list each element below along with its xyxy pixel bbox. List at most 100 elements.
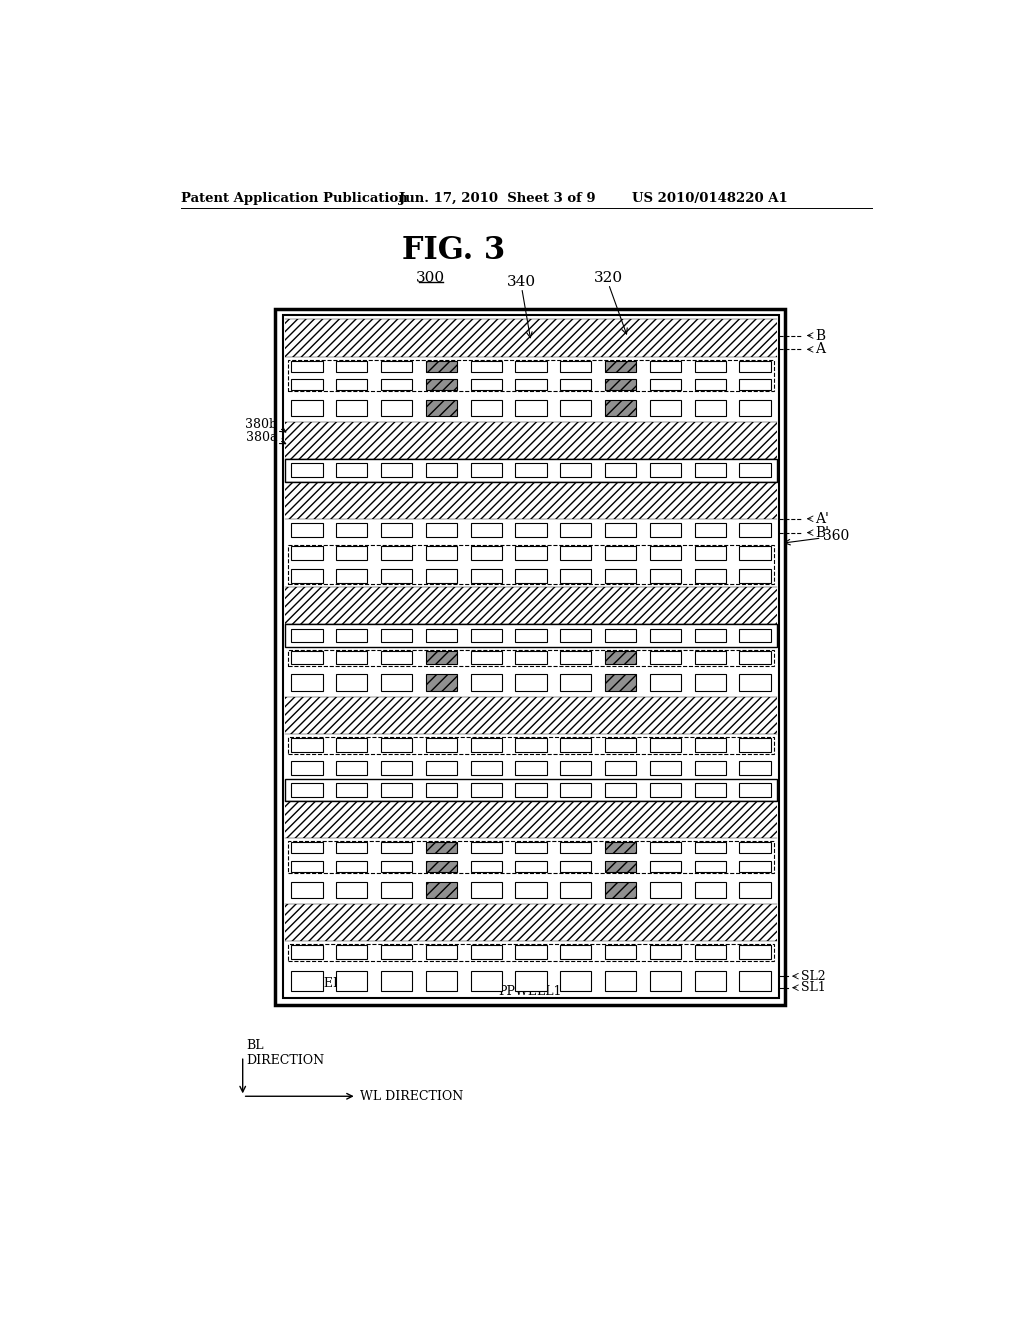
Bar (560, 882, 592, 898)
Bar (291, 569, 323, 582)
Bar (739, 379, 771, 391)
Bar (291, 945, 323, 960)
Bar (336, 360, 368, 372)
Bar (560, 523, 592, 537)
Bar (285, 358, 777, 395)
Bar (515, 360, 547, 372)
Bar (650, 861, 681, 873)
Bar (285, 734, 777, 756)
Bar (381, 628, 413, 642)
Text: SL1: SL1 (801, 981, 825, 994)
Bar (336, 738, 368, 752)
Bar (381, 523, 413, 537)
Bar (560, 400, 592, 416)
Bar (426, 546, 457, 560)
Text: 380b: 380b (246, 417, 278, 430)
Bar (381, 546, 413, 560)
Bar (605, 546, 636, 560)
Bar (650, 675, 681, 692)
Bar (470, 945, 502, 960)
Bar (560, 546, 592, 560)
Text: B': B' (815, 525, 829, 540)
Bar (605, 762, 636, 775)
Bar (650, 762, 681, 775)
Bar (650, 569, 681, 582)
Bar (291, 651, 323, 664)
Bar (694, 784, 726, 797)
Bar (650, 523, 681, 537)
Bar (650, 945, 681, 960)
Bar (515, 569, 547, 582)
Bar (426, 970, 457, 991)
Bar (426, 628, 457, 642)
Bar (426, 379, 457, 391)
Bar (381, 379, 413, 391)
Bar (739, 675, 771, 692)
Bar (515, 523, 547, 537)
Bar (560, 463, 592, 478)
Bar (285, 779, 777, 801)
Bar (739, 400, 771, 416)
Bar (285, 624, 777, 647)
Bar (739, 861, 771, 873)
Bar (739, 945, 771, 960)
Text: 380a: 380a (246, 430, 278, 444)
Bar (470, 970, 502, 991)
Bar (605, 675, 636, 692)
Bar (426, 675, 457, 692)
Bar (694, 569, 726, 582)
Text: A: A (815, 342, 825, 356)
Bar (694, 861, 726, 873)
Text: WL DIRECTION: WL DIRECTION (360, 1090, 464, 1102)
Bar (426, 762, 457, 775)
Bar (291, 970, 323, 991)
Bar (285, 964, 777, 998)
Text: FIG. 3: FIG. 3 (401, 235, 505, 267)
Bar (560, 360, 592, 372)
Bar (426, 882, 457, 898)
Bar (739, 842, 771, 854)
Bar (291, 360, 323, 372)
Bar (515, 762, 547, 775)
Bar (291, 628, 323, 642)
Bar (285, 801, 777, 838)
Bar (739, 738, 771, 752)
Bar (381, 842, 413, 854)
Bar (336, 970, 368, 991)
Bar (650, 784, 681, 797)
Text: 340: 340 (507, 275, 537, 289)
Bar (336, 882, 368, 898)
Bar (285, 587, 777, 624)
Bar (605, 738, 636, 752)
Bar (381, 400, 413, 416)
Bar (470, 463, 502, 478)
Bar (291, 882, 323, 898)
Bar (605, 842, 636, 854)
Bar (285, 647, 777, 669)
Bar (381, 360, 413, 372)
Bar (605, 379, 636, 391)
Bar (275, 309, 785, 1006)
Text: Patent Application Publication: Patent Application Publication (180, 191, 408, 205)
Bar (381, 970, 413, 991)
Bar (291, 379, 323, 391)
Bar (470, 842, 502, 854)
Bar (694, 970, 726, 991)
Bar (470, 546, 502, 560)
Bar (285, 941, 777, 964)
Bar (470, 400, 502, 416)
Bar (291, 546, 323, 560)
Bar (739, 762, 771, 775)
Bar (650, 400, 681, 416)
Text: SL2: SL2 (801, 970, 825, 982)
Bar (426, 842, 457, 854)
Bar (381, 762, 413, 775)
Bar (694, 675, 726, 692)
Bar (739, 651, 771, 664)
Bar (515, 842, 547, 854)
Bar (650, 882, 681, 898)
Text: PPWELL1: PPWELL1 (499, 985, 562, 998)
Bar (285, 779, 777, 801)
Bar (515, 651, 547, 664)
Bar (605, 523, 636, 537)
